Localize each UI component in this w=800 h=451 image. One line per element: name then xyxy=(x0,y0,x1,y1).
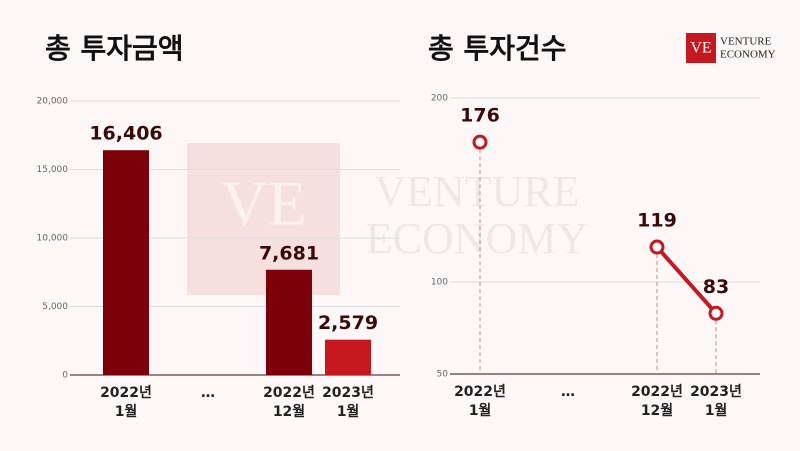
bar xyxy=(325,339,371,375)
bar xyxy=(266,269,312,375)
x-tick-label: 2022년 1월 xyxy=(100,385,152,420)
chart-title: 총 투자건수 xyxy=(428,32,567,65)
y-tick-label: 20,000 xyxy=(37,97,69,107)
y-tick-label: 200 xyxy=(431,94,448,104)
y-tick-label: 100 xyxy=(431,278,448,288)
y-tick-label: 15,000 xyxy=(37,165,69,175)
logo-mark: VE xyxy=(690,40,711,57)
y-tick-label: 5,000 xyxy=(42,302,68,312)
x-tick-label: 2022년 12월 xyxy=(631,384,683,419)
y-tick-label: 50 xyxy=(437,370,449,380)
marker xyxy=(708,305,724,321)
watermark-text: VENTURE xyxy=(374,167,579,216)
logo-box xyxy=(686,33,716,63)
x-tick-label: … xyxy=(561,384,575,400)
value-label: 16,406 xyxy=(89,123,162,145)
x-tick-label: … xyxy=(201,385,215,401)
bar xyxy=(103,150,149,375)
watermark-text: ECONOMY xyxy=(366,214,588,263)
watermark-box xyxy=(187,143,340,295)
chart-title: 총 투자금액 xyxy=(45,32,184,65)
x-tick-label: 2022년 12월 xyxy=(263,385,315,420)
value-label: 119 xyxy=(637,210,677,232)
value-label: 83 xyxy=(703,276,729,298)
value-label: 2,579 xyxy=(318,312,378,334)
watermark-mark: VE xyxy=(221,168,306,239)
x-tick-label: 2022년 1월 xyxy=(454,384,506,419)
line xyxy=(655,245,718,315)
marker xyxy=(649,239,665,255)
value-label: 176 xyxy=(460,105,500,127)
y-tick-label: 10,000 xyxy=(37,234,69,244)
logo-text: ECONOMY xyxy=(720,49,776,61)
value-label: 7,681 xyxy=(259,242,319,264)
y-tick-label: 0 xyxy=(62,371,68,381)
x-tick-label: 2023년 1월 xyxy=(690,384,742,419)
x-tick-label: 2023년 1월 xyxy=(322,385,374,420)
logo-text: VENTURE xyxy=(720,36,772,48)
marker xyxy=(472,134,488,150)
